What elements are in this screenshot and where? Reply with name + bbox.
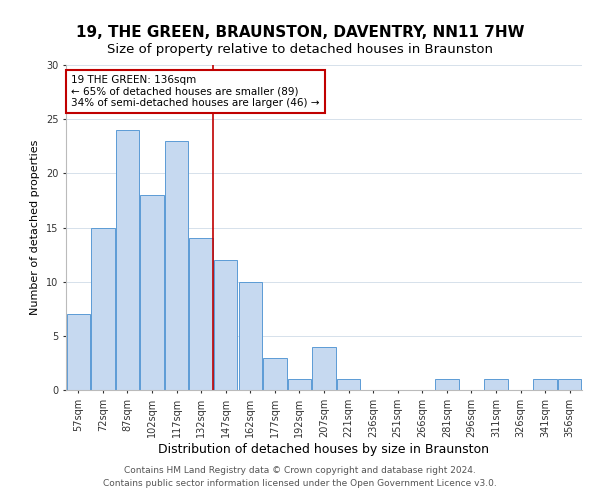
Text: 19, THE GREEN, BRAUNSTON, DAVENTRY, NN11 7HW: 19, THE GREEN, BRAUNSTON, DAVENTRY, NN11…: [76, 25, 524, 40]
Bar: [67, 314, 90, 390]
Bar: [337, 379, 360, 390]
Bar: [484, 379, 508, 390]
Bar: [140, 195, 164, 390]
Bar: [435, 379, 458, 390]
Bar: [91, 228, 115, 390]
Bar: [533, 379, 557, 390]
X-axis label: Distribution of detached houses by size in Braunston: Distribution of detached houses by size …: [158, 442, 490, 456]
Bar: [288, 379, 311, 390]
Bar: [190, 238, 213, 390]
Bar: [165, 141, 188, 390]
Bar: [263, 358, 287, 390]
Text: 19 THE GREEN: 136sqm
← 65% of detached houses are smaller (89)
34% of semi-detac: 19 THE GREEN: 136sqm ← 65% of detached h…: [71, 74, 320, 108]
Text: Contains HM Land Registry data © Crown copyright and database right 2024.
Contai: Contains HM Land Registry data © Crown c…: [103, 466, 497, 487]
Bar: [214, 260, 238, 390]
Bar: [239, 282, 262, 390]
Bar: [313, 346, 335, 390]
Text: Size of property relative to detached houses in Braunston: Size of property relative to detached ho…: [107, 42, 493, 56]
Bar: [558, 379, 581, 390]
Bar: [116, 130, 139, 390]
Y-axis label: Number of detached properties: Number of detached properties: [31, 140, 40, 315]
